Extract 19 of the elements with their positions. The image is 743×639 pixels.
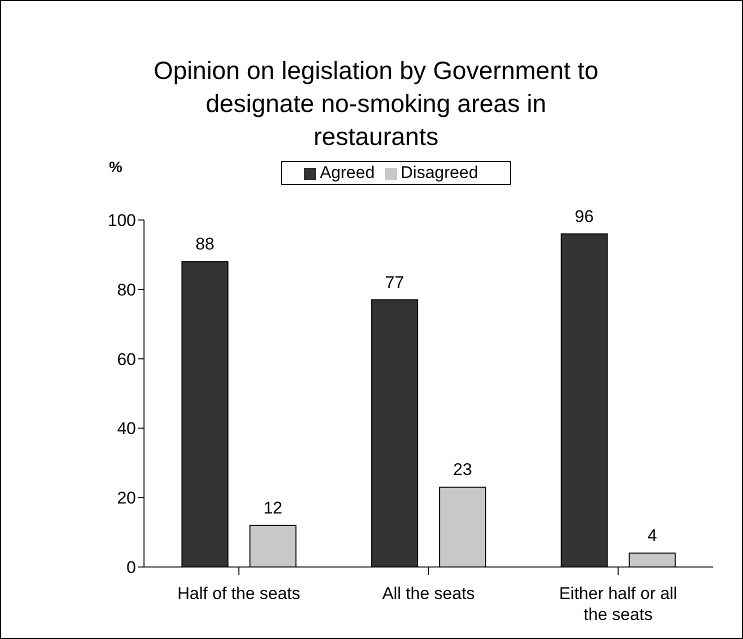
x-tick-label: Either half or all the seats [559,584,678,624]
y-tick-label: 80 [117,280,136,300]
y-tick-label: 20 [117,488,136,508]
chart-title: Opinion on legislation by Government to designate no-smoking areas in restaurants [152,56,600,153]
data-label: 88 [195,234,214,254]
y-tick-label: 0 [126,558,136,578]
y-tick-label: 60 [117,350,136,369]
data-label: 96 [574,206,594,226]
y-axis-title: % [109,159,122,176]
x-tick-label: All the seats [382,584,475,603]
data-label: 23 [453,460,472,480]
legend-label: Agreed [320,163,375,182]
data-label: 77 [385,272,404,292]
y-tick-label: 40 [117,419,136,438]
y-tick-label: 100 [108,211,136,230]
data-label: 12 [263,498,282,518]
data-label: 4 [648,526,657,546]
legend-label: Disagreed [400,163,478,182]
x-tick-label: Half of the seats [177,584,300,603]
